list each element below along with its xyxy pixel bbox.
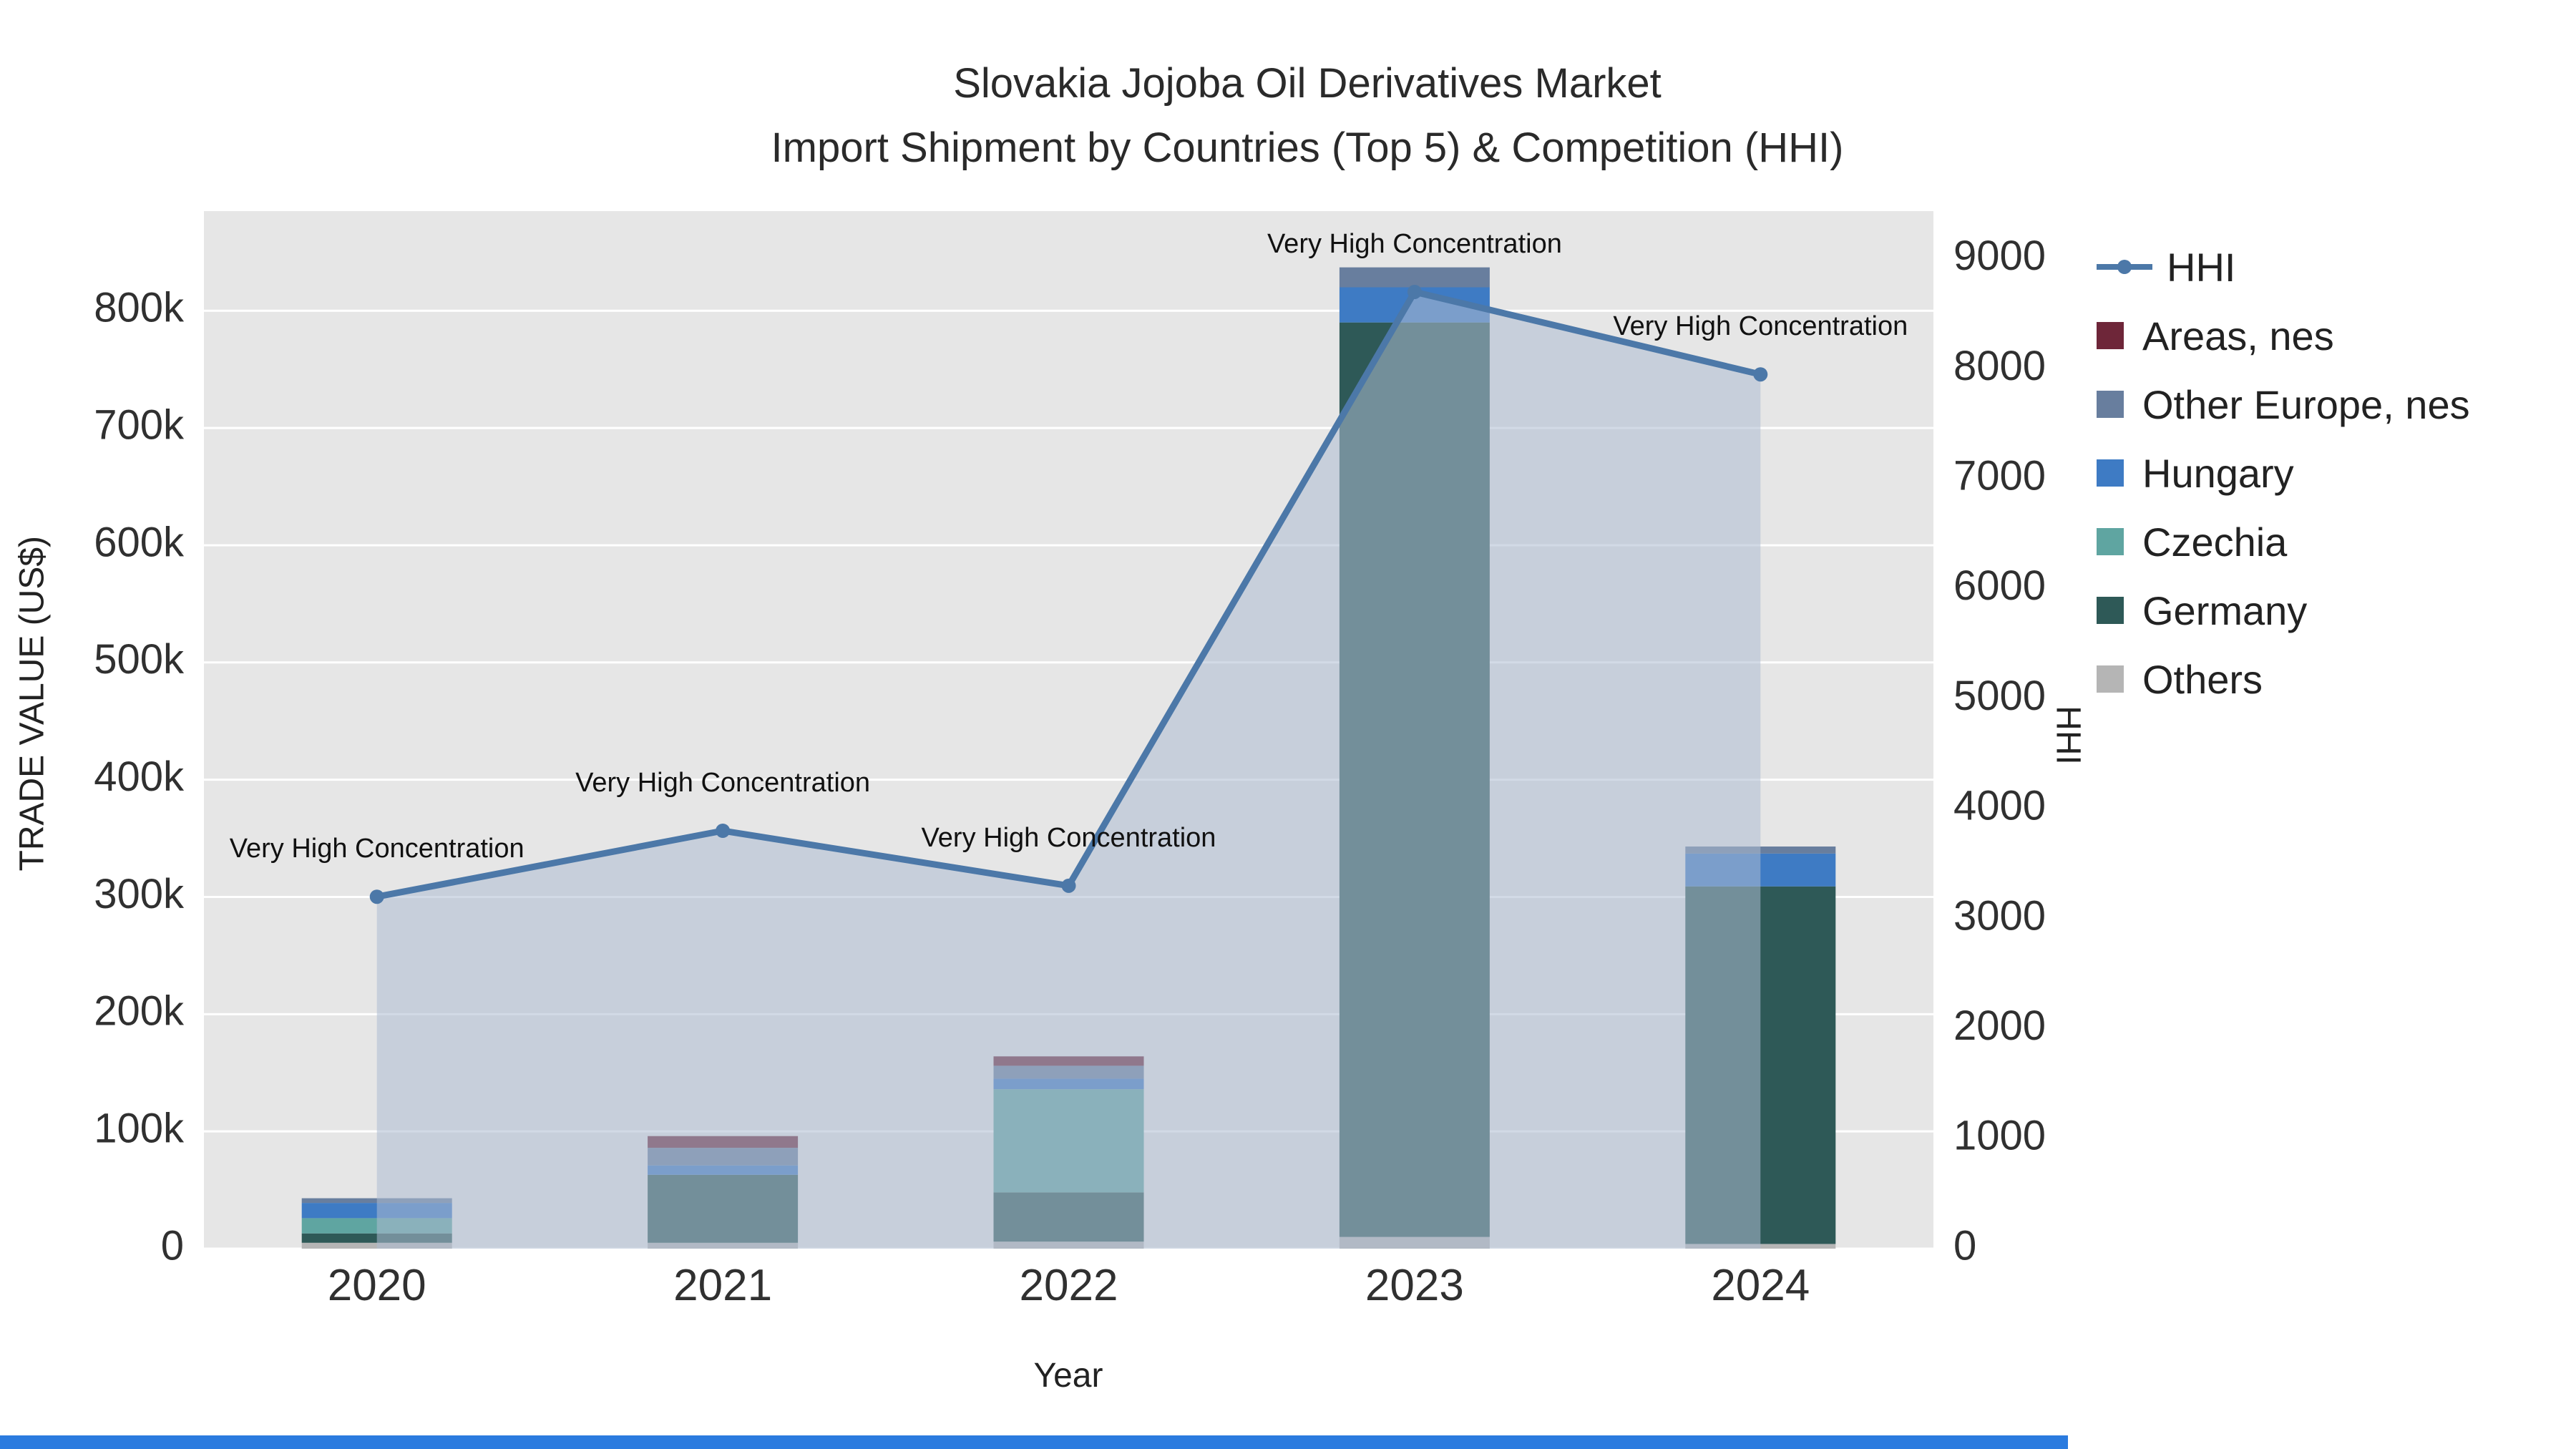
legend-swatch (2097, 665, 2124, 693)
legend-line-marker (2097, 260, 2152, 274)
legend-item-areas-nes[interactable]: Areas, nes (2097, 301, 2470, 370)
chart-title-line2: Import Shipment by Countries (Top 5) & C… (771, 124, 1844, 171)
left-axis-title: TRADE VALUE (US$) (13, 535, 52, 872)
right-tick-label: 6000 (1953, 562, 2046, 609)
legend-swatch (2097, 459, 2124, 487)
legend-swatch (2097, 528, 2124, 555)
hhi-point-2023[interactable] (1407, 284, 1422, 299)
legend-label: HHI (2167, 244, 2236, 290)
hhi-point-2020[interactable] (369, 889, 384, 904)
bar-segment-other-europe-nes-2023[interactable] (1339, 267, 1490, 288)
legend-label: Hungary (2142, 450, 2294, 496)
legend-item-czechia[interactable]: Czechia (2097, 507, 2470, 576)
left-tick-label: 0 (161, 1222, 184, 1269)
x-tick-label-2022: 2022 (1020, 1261, 1118, 1310)
legend: HHI Areas, nes Other Europe, nes Hungary Cze… (2097, 233, 2470, 713)
right-tick-label: 7000 (1953, 453, 2046, 499)
right-tick-label: 5000 (1953, 673, 2046, 719)
right-tick-label: 1000 (1953, 1113, 2046, 1159)
left-tick-label: 400k (94, 753, 185, 800)
hhi-annotation-2024: Very High Concentration (1613, 311, 1908, 341)
right-tick-label: 2000 (1953, 1002, 2046, 1049)
right-tick-label: 9000 (1953, 233, 2046, 279)
left-tick-label: 600k (94, 519, 185, 565)
hhi-annotation-2023: Very High Concentration (1267, 229, 1562, 259)
legend-label: Czechia (2142, 519, 2288, 565)
hhi-point-2022[interactable] (1061, 878, 1076, 893)
right-tick-label: 4000 (1953, 783, 2046, 829)
legend-label: Other Europe, nes (2142, 381, 2470, 427)
right-tick-label: 3000 (1953, 892, 2046, 939)
legend-item-others[interactable]: Others (2097, 645, 2470, 713)
hhi-annotation-2020: Very High Concentration (230, 834, 525, 864)
x-tick-label-2021: 2021 (673, 1261, 772, 1310)
legend-label: Germany (2142, 587, 2308, 633)
x-tick-label-2024: 2024 (1711, 1261, 1810, 1310)
chart-title-line1: Slovakia Jojoba Oil Derivatives Market (953, 60, 1662, 107)
legend-item-hhi[interactable]: HHI (2097, 233, 2470, 301)
x-tick-label-2023: 2023 (1365, 1261, 1464, 1310)
legend-swatch (2097, 322, 2124, 349)
legend-swatch (2097, 391, 2124, 418)
hhi-annotation-2021: Very High Concentration (575, 768, 870, 798)
left-tick-label: 200k (94, 988, 185, 1035)
hhi-area-fill (376, 291, 1761, 1249)
chart-title: Slovakia Jojoba Oil Derivatives Market I… (39, 52, 2576, 180)
left-tick-label: 700k (94, 401, 185, 448)
legend-swatch (2097, 597, 2124, 624)
x-axis-title: Year (1033, 1357, 1103, 1395)
right-tick-label: 8000 (1953, 343, 2046, 389)
legend-label: Others (2142, 656, 2263, 702)
legend-label: Areas, nes (2142, 313, 2334, 358)
left-tick-label: 100k (94, 1105, 185, 1151)
right-axis-title: HHI (2049, 706, 2087, 765)
left-tick-label: 300k (94, 871, 185, 917)
footer-strip (0, 1435, 2068, 1449)
hhi-point-2021[interactable] (716, 824, 731, 839)
legend-item-hungary[interactable]: Hungary (2097, 439, 2470, 507)
hhi-annotation-2022: Very High Concentration (922, 823, 1216, 853)
legend-item-other-europe-nes[interactable]: Other Europe, nes (2097, 370, 2470, 439)
hhi-point-2024[interactable] (1753, 367, 1768, 382)
right-tick-label: 0 (1953, 1222, 1976, 1269)
left-tick-label: 500k (94, 636, 185, 683)
legend-item-germany[interactable]: Germany (2097, 576, 2470, 645)
left-tick-label: 800k (94, 285, 185, 331)
x-tick-label-2020: 2020 (328, 1261, 426, 1310)
